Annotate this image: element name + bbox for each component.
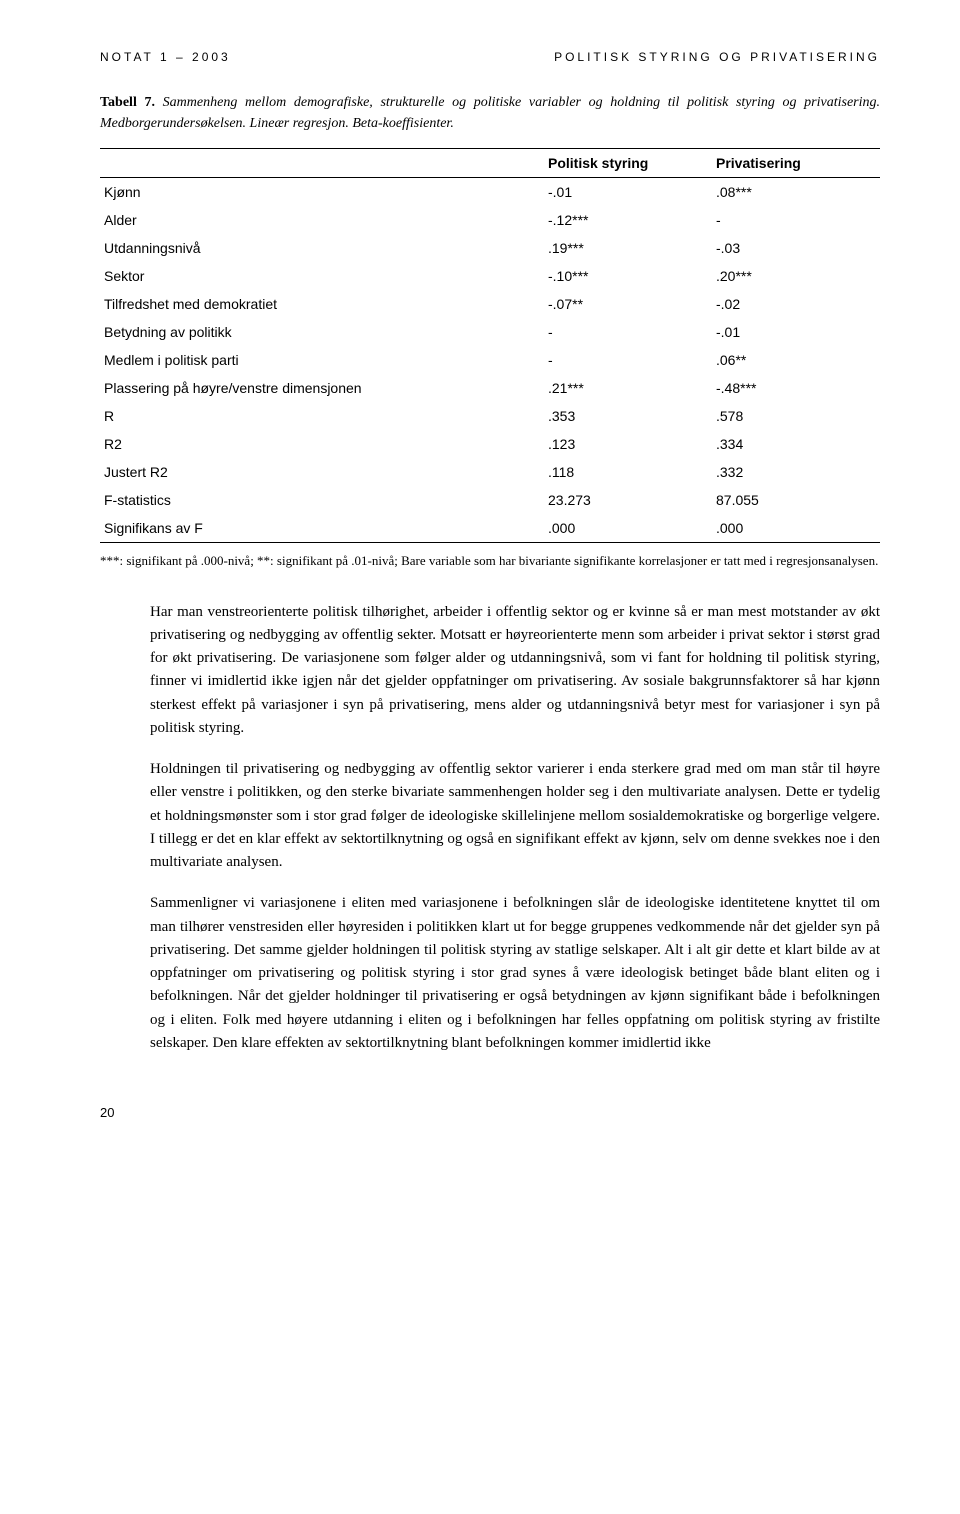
cell-value: 23.273	[544, 486, 712, 514]
cell-value: .000	[712, 514, 880, 543]
cell-value: .08***	[712, 178, 880, 207]
paragraph: Har man venstreorienterte politisk tilhø…	[150, 601, 880, 741]
cell-value: .334	[712, 430, 880, 458]
table-caption: Tabell 7. Sammenheng mellom demografiske…	[100, 92, 880, 134]
cell-value: -.03	[712, 234, 880, 262]
paragraph: Sammenligner vi variasjonene i eliten me…	[150, 892, 880, 1055]
cell-value: .118	[544, 458, 712, 486]
paragraph: Holdningen til privatisering og nedbyggi…	[150, 758, 880, 874]
cell-value: -.02	[712, 290, 880, 318]
table-row: Utdanningsnivå .19*** -.03	[100, 234, 880, 262]
cell-label: R2	[100, 430, 544, 458]
cell-label: Tilfredshet med demokratiet	[100, 290, 544, 318]
table-footnote: ***: signifikant på .000-nivå; **: signi…	[100, 551, 880, 571]
regression-table: Politisk styring Privatisering Kjønn -.0…	[100, 148, 880, 543]
cell-value: .20***	[712, 262, 880, 290]
cell-label: Kjønn	[100, 178, 544, 207]
table-row: Sektor -.10*** .20***	[100, 262, 880, 290]
cell-label: Sektor	[100, 262, 544, 290]
caption-text: Sammenheng mellom demografiske, struktur…	[100, 95, 880, 131]
caption-label: Tabell 7.	[100, 95, 155, 110]
cell-value: .21***	[544, 374, 712, 402]
table-row: R .353 .578	[100, 402, 880, 430]
table-row: Alder -.12*** -	[100, 206, 880, 234]
table-row: Justert R2 .118 .332	[100, 458, 880, 486]
col-header-politisk: Politisk styring	[544, 149, 712, 178]
header-right: POLITISK STYRING OG PRIVATISERING	[554, 50, 880, 64]
cell-label: Alder	[100, 206, 544, 234]
col-header-privatisering: Privatisering	[712, 149, 880, 178]
cell-value: -.10***	[544, 262, 712, 290]
cell-value: -.12***	[544, 206, 712, 234]
table-row: Signifikans av F .000 .000	[100, 514, 880, 543]
cell-value: .578	[712, 402, 880, 430]
cell-value: .123	[544, 430, 712, 458]
cell-label: F-statistics	[100, 486, 544, 514]
cell-value: .353	[544, 402, 712, 430]
cell-value: -	[544, 346, 712, 374]
table-row: Tilfredshet med demokratiet -.07** -.02	[100, 290, 880, 318]
cell-value: 87.055	[712, 486, 880, 514]
cell-value: -	[544, 318, 712, 346]
table-row: Kjønn -.01 .08***	[100, 178, 880, 207]
cell-value: .332	[712, 458, 880, 486]
page-header: NOTAT 1 – 2003 POLITISK STYRING OG PRIVA…	[100, 50, 880, 64]
cell-value: .19***	[544, 234, 712, 262]
cell-value: .06**	[712, 346, 880, 374]
page-number: 20	[100, 1105, 880, 1120]
cell-label: Signifikans av F	[100, 514, 544, 543]
cell-label: R	[100, 402, 544, 430]
cell-value: -.01	[712, 318, 880, 346]
cell-value: -.01	[544, 178, 712, 207]
cell-label: Utdanningsnivå	[100, 234, 544, 262]
table-row: F-statistics 23.273 87.055	[100, 486, 880, 514]
col-header-empty	[100, 149, 544, 178]
cell-label: Plassering på høyre/venstre dimensjonen	[100, 374, 544, 402]
cell-value: .000	[544, 514, 712, 543]
cell-label: Medlem i politisk parti	[100, 346, 544, 374]
table-row: Betydning av politikk - -.01	[100, 318, 880, 346]
cell-label: Betydning av politikk	[100, 318, 544, 346]
table-row: Plassering på høyre/venstre dimensjonen …	[100, 374, 880, 402]
cell-value: -.48***	[712, 374, 880, 402]
header-left: NOTAT 1 – 2003	[100, 50, 231, 64]
page-container: NOTAT 1 – 2003 POLITISK STYRING OG PRIVA…	[0, 0, 960, 1160]
table-header-row: Politisk styring Privatisering	[100, 149, 880, 178]
table-row: Medlem i politisk parti - .06**	[100, 346, 880, 374]
cell-value: -.07**	[544, 290, 712, 318]
cell-label: Justert R2	[100, 458, 544, 486]
cell-value: -	[712, 206, 880, 234]
table-row: R2 .123 .334	[100, 430, 880, 458]
